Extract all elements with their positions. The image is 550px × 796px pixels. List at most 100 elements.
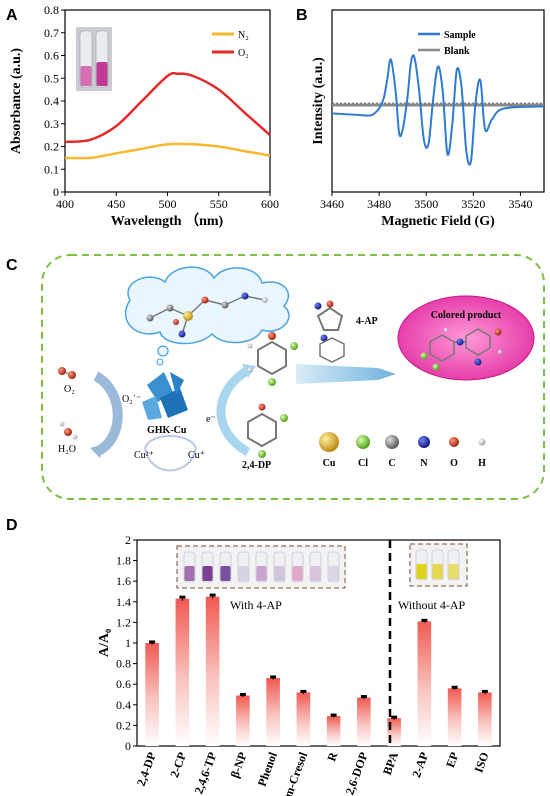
- atom-ball-n: [418, 436, 430, 448]
- group-label-with-4ap: With 4-AP: [230, 598, 282, 612]
- x-tick-label-b: 3460: [320, 197, 344, 211]
- atom-ball-cu: [319, 432, 339, 452]
- x-tick-label-a: 550: [210, 197, 228, 211]
- bar-6: [326, 716, 341, 746]
- y-tick-label-d: 0.2: [116, 718, 131, 732]
- colored-product: Colored product: [397, 295, 535, 381]
- atom-ball-cl: [356, 435, 370, 449]
- vial-fill: [292, 566, 303, 581]
- ghk-cu-crystal-icon: [142, 372, 188, 420]
- bar-0: [145, 643, 159, 746]
- vial-fill: [432, 564, 443, 579]
- y-axis-label-a: Absorbance (a.u.): [9, 48, 24, 155]
- x-tick-label-a: 450: [107, 197, 125, 211]
- vial-photo-inset: [76, 27, 112, 91]
- y-tick-label-d: 1.6: [116, 574, 131, 588]
- atom-label-o: O: [450, 458, 458, 469]
- y-tick-label-d: 1: [125, 636, 131, 650]
- vial-fill: [416, 564, 427, 579]
- y-tick-label-d: 1.8: [116, 554, 131, 568]
- x-tick-label-d: ISO: [471, 750, 491, 774]
- series-line-o2: [64, 71, 271, 144]
- error-cap-10: [451, 685, 458, 689]
- series-line-n2: [64, 142, 271, 160]
- ghk-cloud: [124, 266, 290, 366]
- bar-9: [417, 621, 432, 746]
- atom-label-cl: Cl: [358, 458, 368, 469]
- x-tick-label-d: β-NP: [228, 750, 250, 780]
- reduction-arrow: [93, 371, 123, 457]
- superoxide-label: O₂˙⁻: [122, 394, 141, 405]
- y-tick-label-a: 0.7: [44, 26, 59, 40]
- error-cap-3: [239, 692, 246, 696]
- panel-a: A 400 450 500 550 600 0 0.1 0.2 0.3 0.4 0.5 0.6 0.7 0…: [6, 3, 279, 229]
- bar-10: [447, 688, 462, 746]
- y-tick-label-d: 1.2: [116, 615, 131, 629]
- electron-arrow: [216, 366, 251, 456]
- bar-11: [478, 692, 492, 746]
- y-tick-label-a: 0.6: [44, 49, 59, 63]
- x-tick-label-b: 3520: [461, 197, 485, 211]
- x-tick-label-d: Phenol: [255, 750, 280, 789]
- x-tick-label-b: 3540: [508, 197, 532, 211]
- x-tick-label-d: 2-CP: [167, 750, 189, 779]
- product-label: Colored product: [431, 310, 502, 321]
- atom-label-n: N: [420, 458, 428, 469]
- error-cap-7: [360, 695, 367, 699]
- vial-fill: [328, 566, 339, 581]
- y-tick-label-a: 0.1: [44, 162, 59, 176]
- x-tick-label-d: 2-AP: [409, 750, 431, 779]
- error-cap-9: [421, 618, 428, 622]
- x-tick-label-a: 400: [56, 197, 74, 211]
- plot-frame-b: [331, 9, 545, 193]
- error-cap-5: [300, 689, 307, 693]
- vial-fill: [256, 566, 267, 581]
- substrate-24dp: 2,4-DP: [242, 403, 288, 471]
- legend-label-blank: Blank: [444, 46, 470, 57]
- error-cap-1: [179, 595, 186, 599]
- y-tick-label-a: 0.2: [44, 140, 59, 154]
- error-cap-4: [270, 675, 277, 679]
- legend-label-o2: O₂: [238, 48, 249, 59]
- y-tick-label-a: 0.3: [44, 117, 59, 131]
- bar-4: [266, 678, 280, 746]
- atom-label-c: C: [388, 458, 395, 469]
- y-tick-label-d: 0.8: [116, 657, 131, 671]
- vial-fill: [238, 566, 249, 581]
- vial-fill: [220, 566, 231, 581]
- axis-ticks-a: 400 450 500 550 600 0 0.1 0.2 0.3 0.4 0.5 0.6 0.7 0.8: [44, 3, 279, 211]
- reaction-arrow: [296, 364, 396, 384]
- axis-ticks-b: 3460 3480 3500 3520 3540: [320, 192, 532, 211]
- x-tick-label-b: 3480: [367, 197, 391, 211]
- vial-fill: [202, 566, 213, 581]
- reagent-label: 4-AP: [356, 316, 378, 327]
- substrate-label: 2,4-DP: [242, 460, 271, 471]
- series-line-sample: [331, 54, 545, 166]
- y-tick-label-d: 0.6: [116, 677, 131, 691]
- atom-ball-c: [385, 435, 399, 449]
- error-cap-11: [481, 689, 488, 693]
- y-tick-label-a: 0: [53, 185, 59, 199]
- scheme-frame: [41, 254, 545, 500]
- y-tick-label-a: 0.5: [44, 71, 59, 85]
- series-lines-a: [64, 71, 271, 160]
- x-tick-label-d: 2,4-DP: [134, 750, 159, 788]
- vial-fill: [184, 566, 195, 581]
- y-tick-label-a: 0.4: [44, 94, 59, 108]
- x-tick-label-d: 2,4,6-TP: [191, 750, 219, 796]
- x-tick-label-d: BPA: [380, 750, 401, 777]
- vial-strip-without-4ap: [409, 543, 468, 587]
- x-axis-label-b: Magnetic Field (G): [381, 214, 495, 229]
- cu1-label: Cu⁺: [188, 450, 205, 461]
- x-axis-label-a: Wavelength （nm): [111, 213, 224, 229]
- atom-ball-o: [449, 437, 459, 447]
- bar-1: [175, 598, 190, 746]
- water-molecule: H₂O: [58, 421, 78, 455]
- x-tick-label-d: m-Cresol: [281, 750, 310, 796]
- bar-5: [296, 692, 311, 746]
- vial-fill: [274, 566, 285, 581]
- atom-label-h: H: [478, 458, 486, 469]
- panel-d: D 00.20.40.60.811.21.41.61.822,4-DP 2-CP 2…: [6, 517, 501, 796]
- x-tick-label-b: 3500: [414, 197, 438, 211]
